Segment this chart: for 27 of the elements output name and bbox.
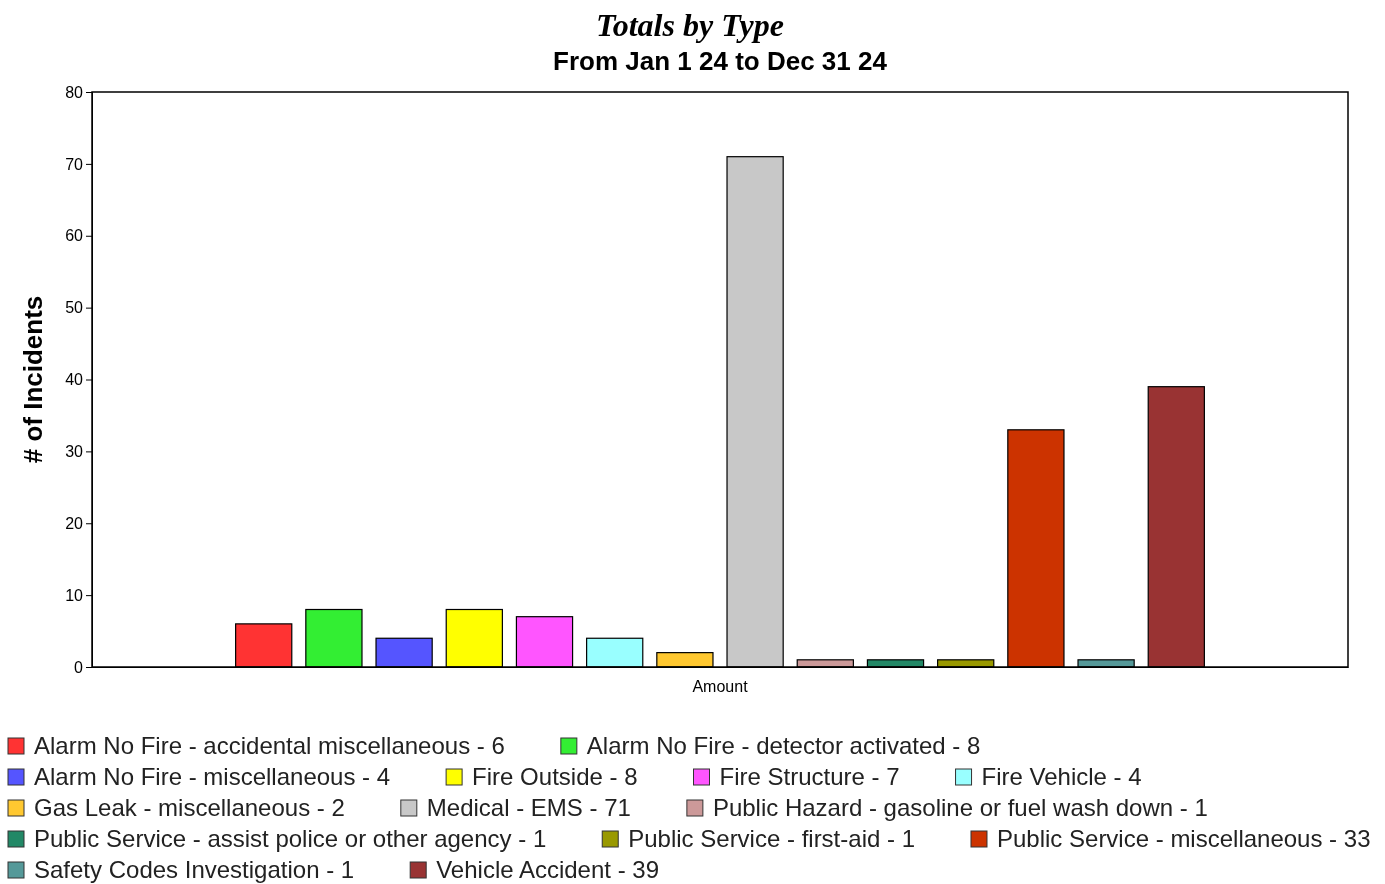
y-tick-label: 60 (65, 227, 84, 245)
legend-label: Alarm No Fire - miscellaneous - 4 (34, 763, 391, 791)
legend-label: Public Service - assist police or other agency - 1 (34, 825, 547, 853)
legend-label: Fire Structure - 7 (719, 763, 900, 791)
y-tick-label: 50 (65, 299, 84, 317)
legend-label: Safety Codes Investigation - 1 (34, 856, 355, 884)
y-tick-label: 30 (65, 442, 84, 460)
legend-label: Fire Outside - 8 (472, 763, 638, 791)
legend-label: Alarm No Fire - accidental miscellaneous - 6 (34, 732, 505, 760)
chart-title: Totals by Type (596, 7, 784, 43)
chart-subtitle: From Jan 1 24 to Dec 31 24 (553, 46, 888, 76)
y-tick-label: 10 (65, 586, 84, 604)
legend-label: Public Service - first-aid - 1 (628, 825, 915, 853)
legend-label: Fire Vehicle - 4 (981, 763, 1142, 791)
legend-label: Public Hazard - gasoline or fuel wash down - 1 (712, 794, 1208, 822)
y-tick-label: 0 (74, 658, 84, 676)
y-tick-label: 20 (65, 514, 84, 532)
legend-label: Public Service - miscellaneous - 33 (996, 825, 1371, 853)
x-tick-label: Amount (692, 678, 749, 696)
legend-label: Vehicle Accident - 39 (436, 856, 659, 884)
y-tick-label: 40 (65, 371, 84, 389)
y-tick-label: 80 (65, 83, 84, 101)
legend-label: Medical - EMS - 71 (426, 794, 631, 822)
legend-label: Alarm No Fire - detector activated - 8 (586, 732, 981, 760)
y-axis-title: # of Incidents (18, 295, 48, 464)
legend-label: Gas Leak - miscellaneous - 2 (34, 794, 345, 822)
y-tick-label: 70 (65, 155, 84, 173)
